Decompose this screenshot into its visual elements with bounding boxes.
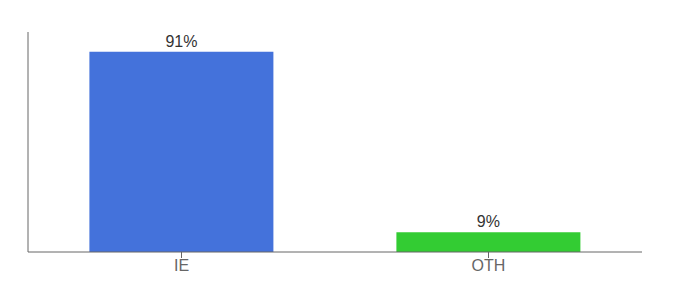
svg-text:9%: 9% (477, 213, 500, 230)
svg-text:91%: 91% (165, 33, 197, 50)
svg-text:IE: IE (174, 257, 189, 274)
svg-text:OTH: OTH (472, 257, 506, 274)
